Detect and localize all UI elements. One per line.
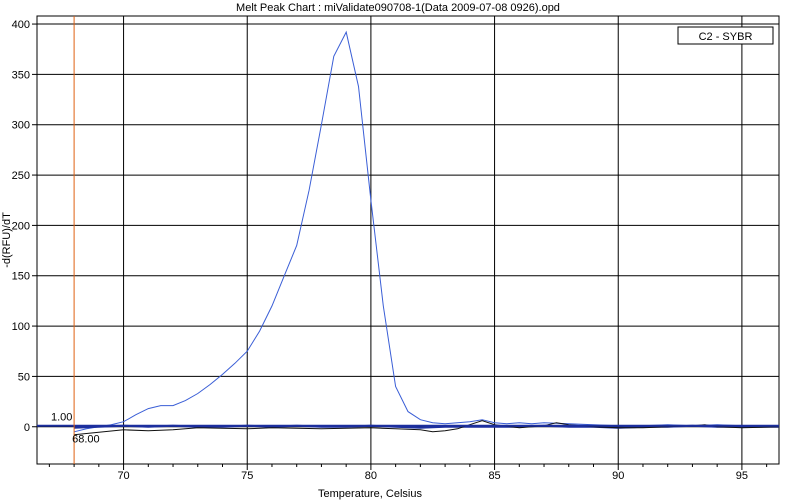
threshold-label: 1.00	[51, 412, 72, 424]
y-tick-label: 150	[12, 271, 30, 283]
y-tick-label: 300	[12, 120, 30, 132]
axis-ticks: 70 75 80 85 90 95 0 50 100 150 200 250 300 350 400	[12, 19, 768, 482]
x-axis-label: Temperature, Celsius	[318, 488, 422, 500]
x-tick-label: 80	[365, 470, 377, 482]
y-tick-label: 100	[12, 321, 30, 333]
y-tick-label: 350	[12, 69, 30, 81]
legend-box	[677, 26, 774, 45]
x-tick-label: 95	[736, 470, 748, 482]
legend: C2 - SYBR	[677, 26, 774, 45]
y-tick-label: 200	[12, 220, 30, 232]
y-tick-label: 400	[12, 19, 30, 31]
x-tick-label: 70	[117, 470, 129, 482]
x-tick-label: 85	[488, 470, 500, 482]
cursor-label: 68.00	[72, 434, 100, 446]
y-tick-label: 0	[24, 422, 30, 434]
plot-frame	[36, 15, 780, 465]
grid-lines	[37, 16, 779, 464]
x-tick-label: 75	[241, 470, 253, 482]
y-tick-label: 250	[12, 170, 30, 182]
chart-title: Melt Peak Chart : miValidate090708-1(Dat…	[236, 2, 560, 14]
series-line-c2-sybr	[73, 30, 779, 433]
x-tick-label: 90	[612, 470, 624, 482]
y-tick-label: 50	[18, 371, 30, 383]
legend-entry: C2 - SYBR	[699, 31, 753, 43]
y-axis-label: -d(RFU)/dT	[1, 212, 13, 268]
